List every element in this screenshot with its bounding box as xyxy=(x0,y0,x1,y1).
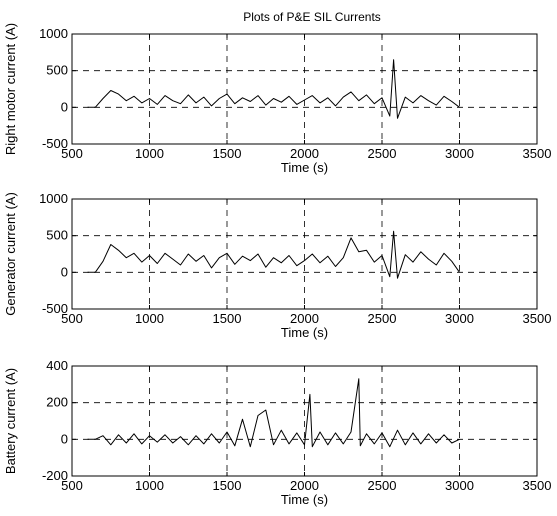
y-tick-label: 200 xyxy=(46,395,68,410)
y-tick-label: -500 xyxy=(42,301,68,316)
x-axis-label: Time (s) xyxy=(281,492,328,507)
x-tick-label: 1000 xyxy=(135,311,164,326)
x-tick-label: 500 xyxy=(61,311,83,326)
x-tick-label: 2500 xyxy=(368,478,397,493)
x-axis-label: Time (s) xyxy=(281,325,328,340)
x-tick-label: 2000 xyxy=(290,478,319,493)
y-tick-label: 1000 xyxy=(39,26,68,41)
figure-title: Plots of P&E SIL Currents xyxy=(243,10,381,24)
y-tick-label: 0 xyxy=(61,99,68,114)
x-tick-label: 500 xyxy=(61,146,83,161)
subplots: 500 1000 1500 2000 2500 3000 3500-50005001000T… xyxy=(3,23,551,507)
x-tick-label: 1000 xyxy=(135,478,164,493)
y-tick-label: 400 xyxy=(46,358,68,373)
series-line-1 xyxy=(87,378,460,448)
series-line-1 xyxy=(87,59,460,119)
x-tick-label: 1500 xyxy=(213,311,242,326)
y-tick-label: 500 xyxy=(46,228,68,243)
y-tick-label: 1000 xyxy=(39,191,68,206)
y-tick-label: 0 xyxy=(61,431,68,446)
y-tick-label: -200 xyxy=(42,468,68,483)
x-tick-label: 1500 xyxy=(213,478,242,493)
x-tick-label: 2500 xyxy=(368,311,397,326)
x-tick-label: 2000 xyxy=(290,146,319,161)
y-axis-label: Battery current (A) xyxy=(3,368,18,474)
x-tick-label: 3500 xyxy=(523,146,552,161)
x-tick-label: 2000 xyxy=(290,311,319,326)
y-axis-label: Generator current (A) xyxy=(3,192,18,316)
subplot-1: 500 1000 1500 2000 2500 3000 3500 -500 0 500 1000 T… xyxy=(3,23,551,175)
x-tick-label: 3000 xyxy=(445,311,474,326)
y-tick-label: 0 xyxy=(61,264,68,279)
x-tick-label: 1000 xyxy=(135,146,164,161)
x-tick-label: 1500 xyxy=(213,146,242,161)
x-tick-label: 3000 xyxy=(445,146,474,161)
y-tick-label: -500 xyxy=(42,136,68,151)
subplot-3: 500 1000 1500 2000 2500 3000 3500 -200 0 200 400 Ti… xyxy=(3,358,551,507)
x-tick-label: 500 xyxy=(61,478,83,493)
x-axis-label: Time (s) xyxy=(281,160,328,175)
subplot-2: 500 1000 1500 2000 2500 3000 3500 -500 0 500 1000 T… xyxy=(3,191,551,340)
y-axis-label: Right motor current (A) xyxy=(3,23,18,155)
series-line-1 xyxy=(87,230,460,279)
x-tick-label: 3000 xyxy=(445,478,474,493)
x-tick-label: 3500 xyxy=(523,478,552,493)
y-tick-label: 500 xyxy=(46,63,68,78)
x-tick-label: 2500 xyxy=(368,146,397,161)
x-tick-label: 3500 xyxy=(523,311,552,326)
